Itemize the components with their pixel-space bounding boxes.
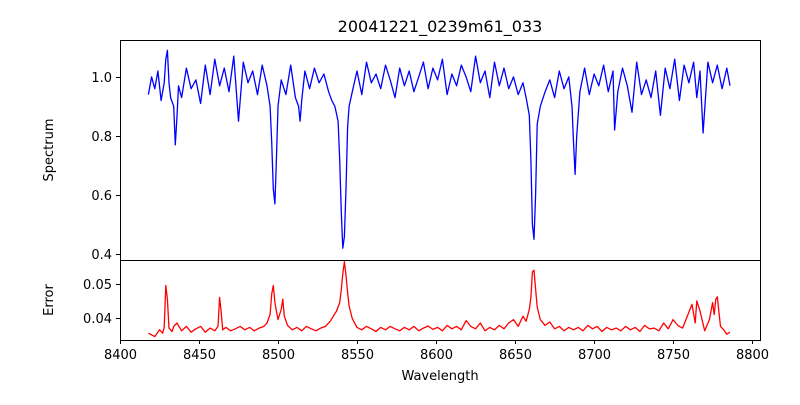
x-tick-label: 8450 (183, 348, 216, 363)
spectrum-y-tick-label: 0.8 (91, 130, 112, 145)
x-tick-label: 8600 (420, 348, 453, 363)
error-y-ticks: 0.04 0.05 (83, 278, 120, 327)
error-y-tick-label: 0.05 (83, 278, 112, 293)
x-tick-label: 8400 (104, 348, 137, 363)
spectrum-y-tick-label: 0.4 (91, 248, 112, 263)
x-tick-label: 8750 (657, 348, 690, 363)
spectrum-y-tick-label: 0.6 (91, 189, 112, 204)
x-tick-label: 8650 (499, 348, 532, 363)
chart-title: 20041221_0239m61_033 (338, 17, 543, 37)
x-tick-label: 8550 (341, 348, 374, 363)
x-tick-label: 8800 (736, 348, 769, 363)
spectrum-y-tick-label: 1.0 (91, 71, 112, 86)
spectrum-y-axis-label: Spectrum (42, 119, 57, 182)
x-axis-label: Wavelength (401, 369, 478, 384)
spectrum-y-ticks: 0.4 0.6 0.8 1.0 (91, 71, 120, 263)
spectrum-series-line (147, 49, 731, 249)
error-y-axis-label: Error (42, 284, 57, 316)
error-series-line (148, 261, 731, 338)
x-tick-label: 8500 (262, 348, 295, 363)
error-axes-frame (120, 260, 761, 341)
error-panel: 0.04 0.05 Error (42, 260, 761, 341)
error-y-tick-label: 0.04 (83, 312, 112, 327)
x-tick-label: 8700 (578, 348, 611, 363)
x-axis-ticks: 8400 8450 8500 8550 8600 8650 8700 8750 8800 (104, 340, 769, 363)
